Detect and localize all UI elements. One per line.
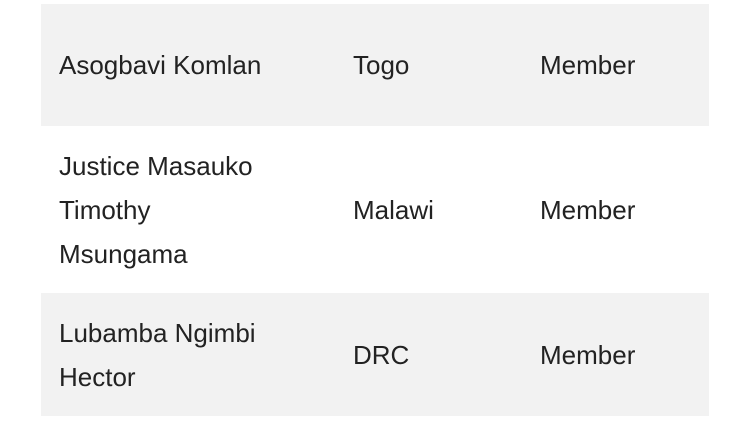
member-role: Member bbox=[540, 194, 636, 225]
member-country: Malawi bbox=[353, 194, 434, 225]
name-line: Timothy bbox=[59, 194, 151, 225]
member-name: Asogbavi Komlan bbox=[59, 43, 329, 87]
member-role: Member bbox=[540, 50, 636, 80]
table-row: Justice Masauko Timothy Msungama Malawi … bbox=[41, 126, 709, 293]
member-role: Member bbox=[540, 339, 636, 370]
name-line: Asogbavi Komlan bbox=[59, 50, 262, 80]
member-country: DRC bbox=[353, 339, 410, 370]
name-line: Hector bbox=[59, 361, 136, 392]
table-row: Asogbavi Komlan Togo Member bbox=[41, 4, 709, 126]
members-table: Asogbavi Komlan Togo Member Justice Masa… bbox=[41, 4, 709, 416]
member-name: Lubamba Ngimbi Hector bbox=[59, 311, 329, 399]
name-line: Lubamba Ngimbi bbox=[59, 317, 256, 348]
name-line: Msungama bbox=[59, 238, 188, 269]
member-name: Justice Masauko Timothy Msungama bbox=[59, 144, 329, 276]
member-country: Togo bbox=[353, 50, 410, 80]
name-line: Justice Masauko bbox=[59, 150, 253, 181]
table-row: Lubamba Ngimbi Hector DRC Member bbox=[41, 293, 709, 416]
